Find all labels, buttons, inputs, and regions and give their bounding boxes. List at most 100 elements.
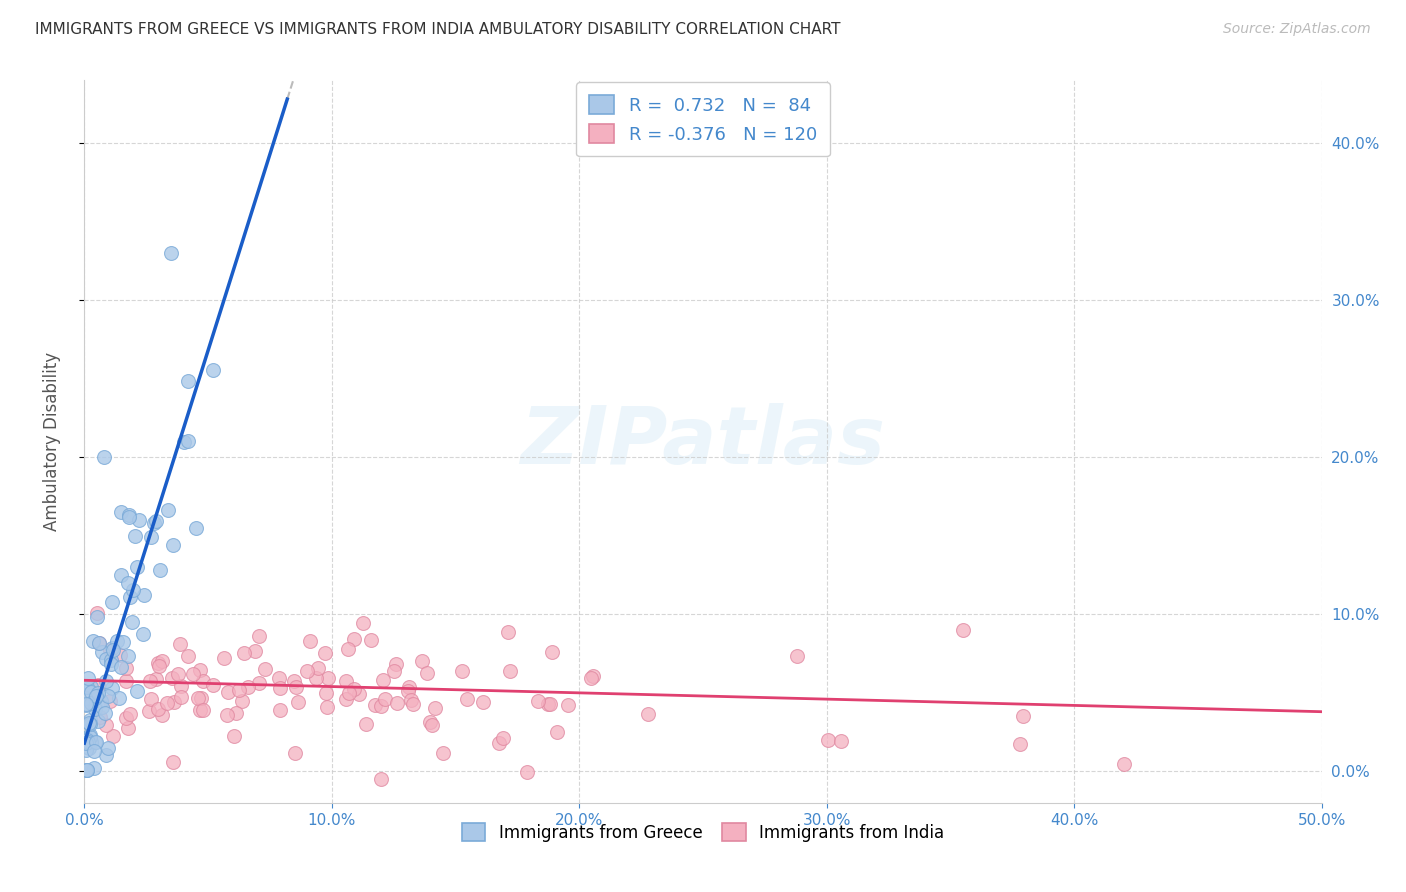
Point — [118, 590, 141, 604]
Point — [356, 716, 378, 731]
Point — [145, 672, 167, 686]
Point — [374, 692, 396, 706]
Point — [77, 671, 100, 685]
Point — [149, 563, 172, 577]
Point — [82, 633, 104, 648]
Point — [83, 735, 105, 749]
Point — [336, 642, 359, 657]
Point — [579, 671, 602, 685]
Point — [96, 747, 118, 762]
Point — [141, 530, 163, 544]
Point — [360, 633, 382, 648]
Point — [432, 746, 454, 760]
Point — [817, 733, 839, 747]
Point — [98, 643, 121, 657]
Point — [127, 684, 149, 698]
Point — [96, 718, 118, 732]
Point — [75, 736, 97, 750]
Point — [186, 691, 208, 706]
Point — [86, 686, 108, 700]
Point — [75, 742, 97, 756]
Point — [305, 671, 328, 685]
Point — [238, 680, 260, 694]
Point — [385, 696, 408, 710]
Point — [79, 713, 101, 727]
Point — [352, 615, 374, 630]
Point — [76, 680, 98, 694]
Point — [316, 699, 339, 714]
Point — [87, 678, 110, 692]
Point — [830, 734, 852, 748]
Point — [190, 690, 212, 705]
Point — [471, 695, 494, 709]
Point — [117, 721, 139, 735]
Point — [177, 375, 200, 389]
Point — [84, 698, 107, 713]
Point — [269, 681, 291, 696]
Point — [231, 694, 253, 708]
Point — [80, 685, 103, 699]
Point — [398, 680, 420, 694]
Point — [162, 755, 184, 769]
Point — [190, 703, 212, 717]
Point — [191, 673, 214, 688]
Point — [76, 733, 98, 747]
Text: Source: ZipAtlas.com: Source: ZipAtlas.com — [1223, 22, 1371, 37]
Point — [170, 690, 193, 704]
Point — [94, 651, 117, 665]
Point — [396, 684, 419, 698]
Point — [128, 513, 150, 527]
Point — [84, 691, 107, 706]
Point — [156, 696, 179, 710]
Point — [316, 671, 339, 685]
Point — [1012, 709, 1035, 723]
Point — [420, 718, 443, 732]
Point — [100, 653, 122, 667]
Point — [80, 681, 103, 695]
Point — [191, 703, 214, 717]
Point — [285, 681, 308, 695]
Point — [364, 698, 387, 713]
Point — [222, 729, 245, 743]
Point — [177, 434, 200, 449]
Point — [419, 715, 441, 730]
Point — [107, 690, 129, 705]
Point — [142, 516, 165, 531]
Point — [402, 697, 425, 711]
Point — [121, 615, 143, 630]
Point — [335, 691, 357, 706]
Point — [86, 609, 108, 624]
Point — [150, 707, 173, 722]
Point — [77, 735, 100, 749]
Point — [307, 660, 329, 674]
Point — [287, 696, 309, 710]
Point — [122, 582, 145, 597]
Point — [385, 657, 408, 671]
Point — [169, 637, 191, 651]
Point — [100, 657, 122, 671]
Point — [488, 736, 510, 750]
Point — [516, 765, 538, 780]
Point — [228, 682, 250, 697]
Point — [167, 666, 190, 681]
Point — [423, 701, 446, 715]
Point — [201, 677, 224, 691]
Point — [160, 671, 183, 685]
Point — [103, 729, 125, 743]
Point — [132, 588, 155, 602]
Point — [254, 662, 277, 676]
Point — [546, 724, 568, 739]
Point — [284, 746, 307, 760]
Text: ZIPatlas: ZIPatlas — [520, 402, 886, 481]
Point — [86, 606, 108, 620]
Point — [139, 674, 162, 689]
Legend: Immigrants from Greece, Immigrants from India: Immigrants from Greece, Immigrants from … — [456, 817, 950, 848]
Point — [184, 521, 207, 535]
Point — [101, 681, 124, 696]
Point — [84, 689, 107, 703]
Point — [112, 635, 135, 649]
Point — [84, 735, 107, 749]
Point — [382, 665, 405, 679]
Point — [148, 659, 170, 673]
Point — [343, 632, 366, 646]
